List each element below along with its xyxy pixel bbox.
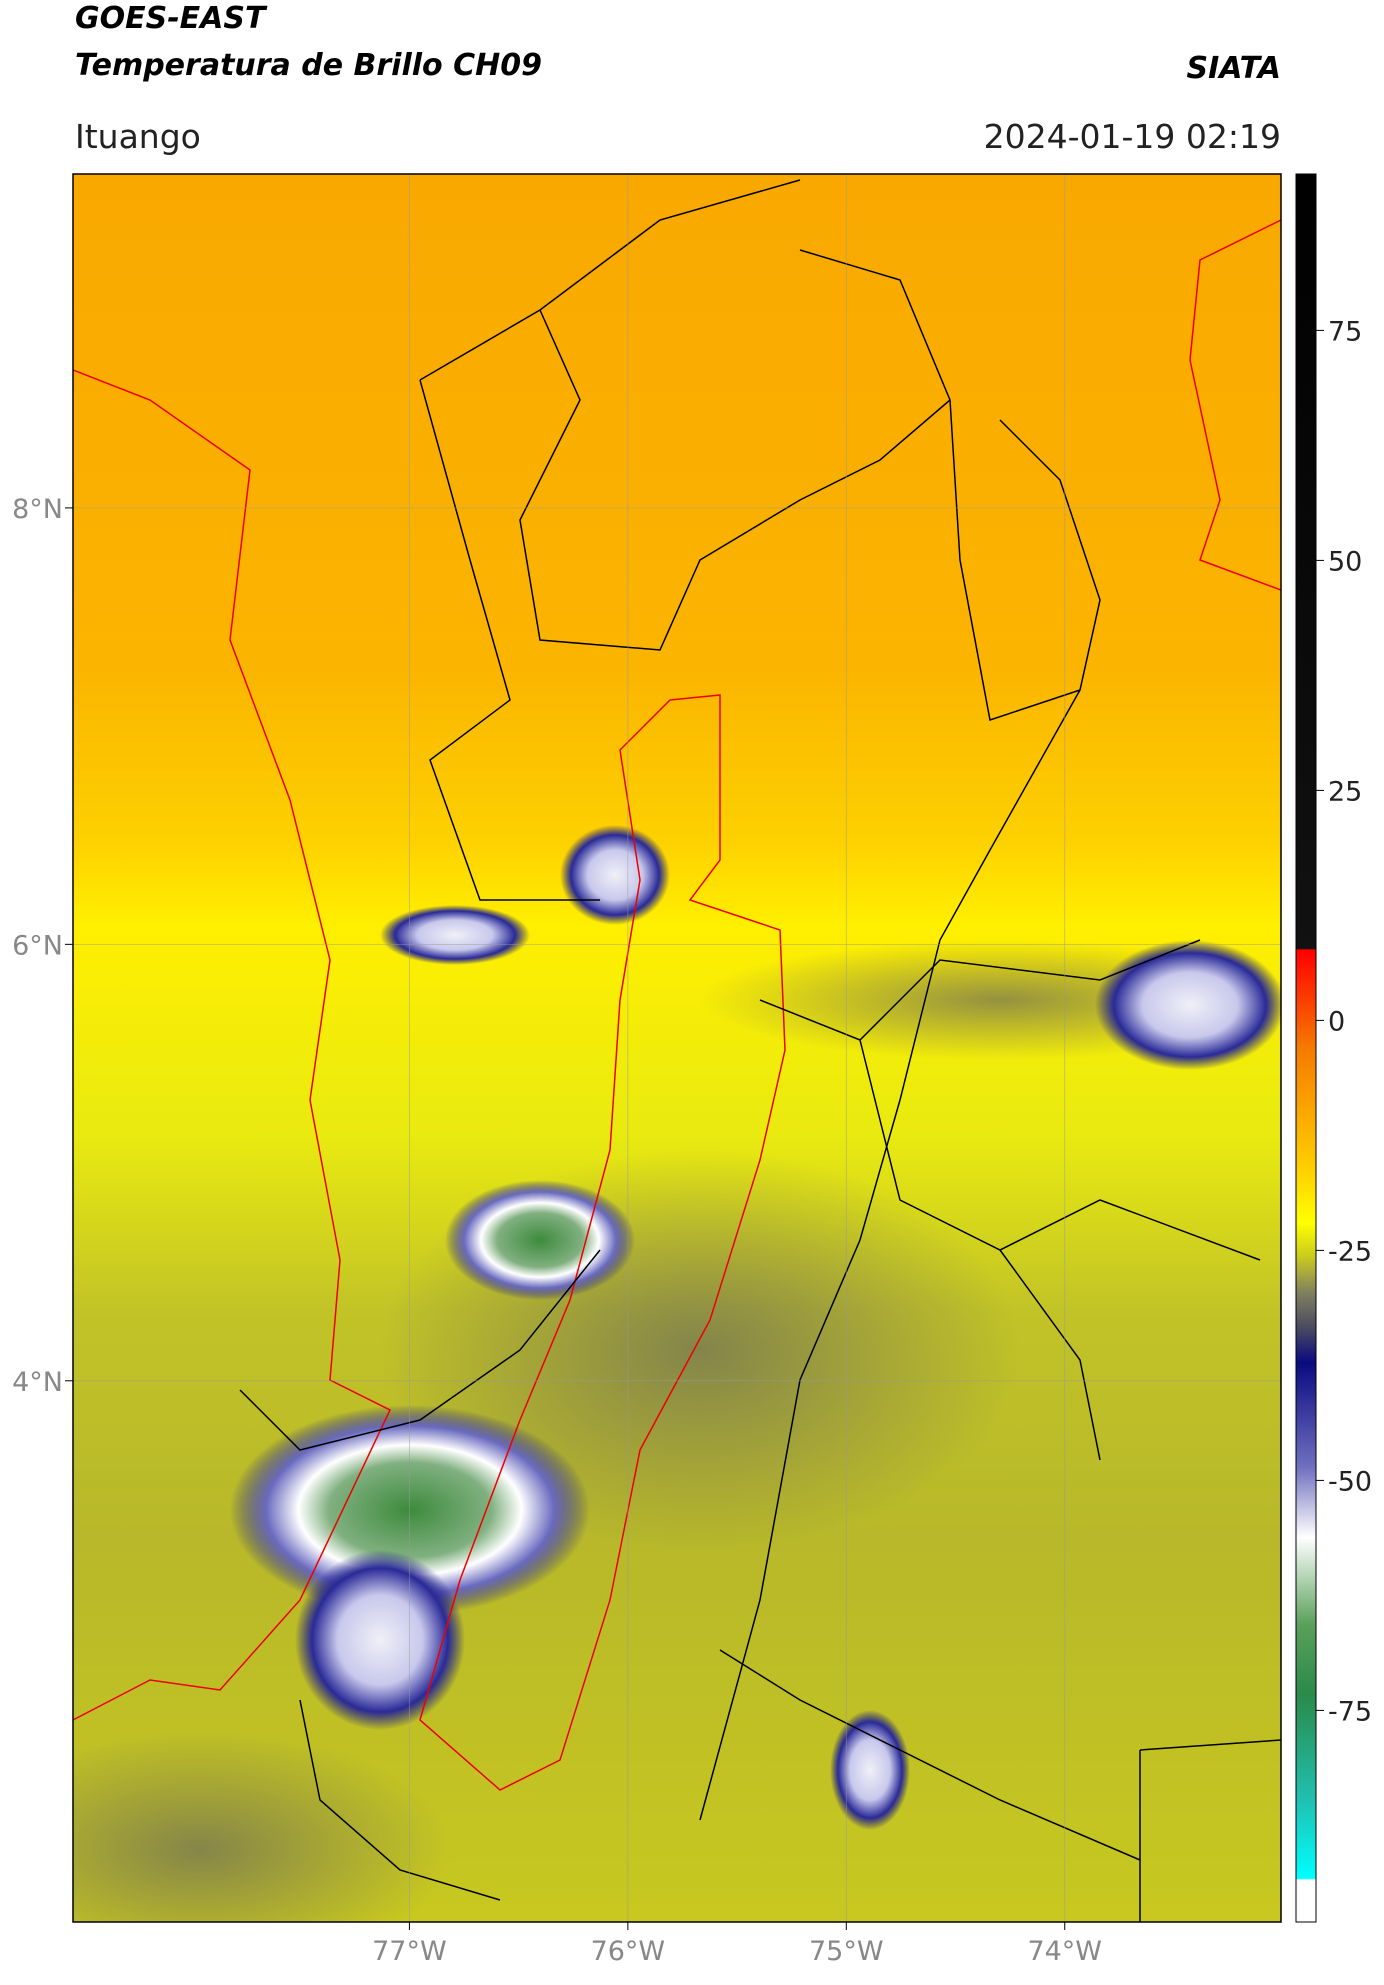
datetime: 2024-01-19 02:19 (984, 117, 1281, 156)
location: Ituango (75, 117, 201, 156)
graticule: 77°W 76°W 75°W 74°W 8°N 6°N 4°N (12, 174, 1281, 1967)
colorbar-tick-label: 75 (1328, 316, 1362, 347)
colorbar-tick-label: 50 (1328, 546, 1362, 577)
colorbar-tick-label: -50 (1328, 1466, 1372, 1497)
colorbar-tick-label: -75 (1328, 1696, 1372, 1727)
colorbar-ticks: 75 50 25 0 -25 -50 -75 (1316, 316, 1372, 1727)
lat-tick-label: 4°N (12, 1367, 63, 1398)
subtitle: Temperatura de Brillo CH09 (75, 48, 542, 83)
source: SIATA (1187, 51, 1281, 86)
lon-tick-label: 77°W (372, 1936, 447, 1967)
lon-tick-label: 75°W (809, 1936, 884, 1967)
lon-tick-label: 76°W (591, 1936, 666, 1967)
lat-tick-label: 6°N (12, 930, 63, 961)
lon-tick-label: 74°W (1027, 1936, 1102, 1967)
colorbar-tick-label: -25 (1328, 1236, 1372, 1267)
lat-tick-label: 8°N (12, 494, 63, 525)
map-image (73, 174, 1281, 1922)
title: GOES-EAST (75, 1, 268, 36)
colorbar (1295, 173, 1317, 1923)
colorbar-tick-label: 0 (1328, 1006, 1345, 1037)
colorbar-tick-label: 25 (1328, 776, 1362, 807)
map-frame (72, 173, 1282, 1923)
